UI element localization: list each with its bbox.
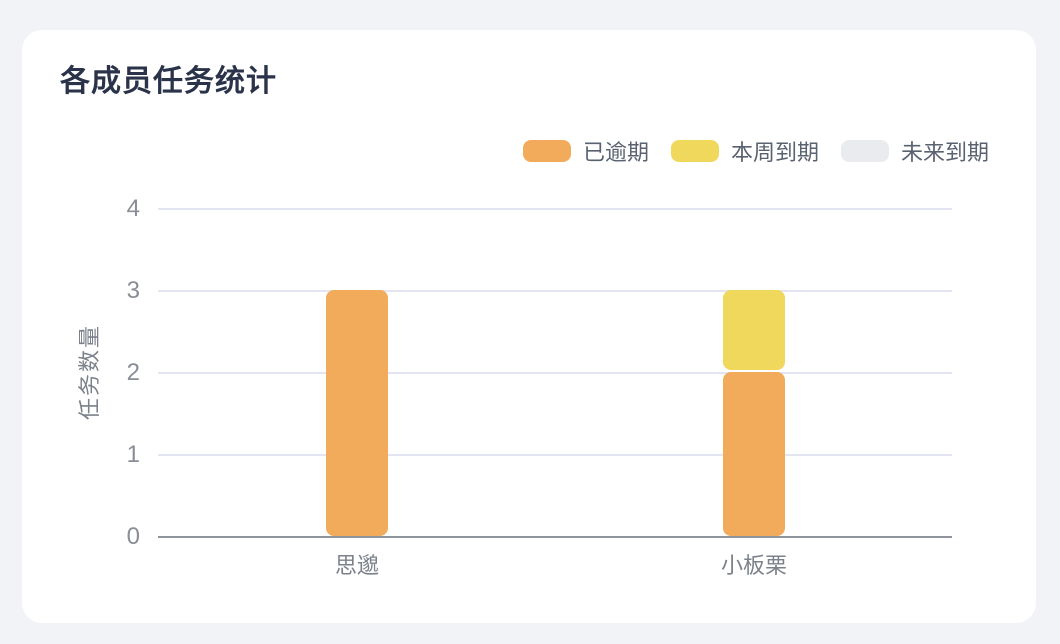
y-tick-label: 3	[126, 277, 140, 304]
chart-card: 各成员任务统计 已逾期 本周到期 未来到期 任务数量 0 1 2 3 4 思邈 小板栗	[22, 30, 1036, 623]
x-axis-line	[158, 536, 952, 538]
legend-item-due-this-week[interactable]: 本周到期	[670, 135, 819, 167]
gridline	[158, 372, 952, 374]
x-category-label: 小板栗	[720, 553, 787, 578]
chart-legend: 已逾期 本周到期 未来到期	[522, 135, 989, 167]
x-category-label: 思邈	[334, 553, 379, 578]
bar-segment-思邈-已逾期[interactable]	[326, 290, 388, 536]
y-tick-label: 0	[126, 523, 140, 550]
gridline	[158, 208, 952, 210]
legend-label-overdue: 已逾期	[582, 140, 649, 165]
y-tick-label: 2	[126, 359, 140, 386]
legend-swatch-due-this-week-icon	[670, 140, 719, 162]
y-tick-label: 1	[126, 441, 140, 468]
legend-swatch-overdue-icon	[522, 140, 571, 162]
y-tick-label: 4	[126, 195, 140, 222]
legend-label-future-due: 未来到期	[900, 140, 989, 165]
bar-segment-小板栗-已逾期[interactable]	[723, 372, 785, 536]
chart-title: 各成员任务统计	[60, 65, 277, 98]
legend-swatch-future-due-icon	[840, 140, 889, 162]
chart-plot: 0 1 2 3 4 思邈 小板栗	[22, 30, 1036, 623]
legend-item-future-due[interactable]: 未来到期	[840, 135, 989, 167]
gridline	[158, 454, 952, 456]
legend-item-overdue[interactable]: 已逾期	[522, 135, 649, 167]
gridline	[158, 290, 952, 292]
bar-segment-小板栗-本周到期[interactable]	[723, 290, 785, 370]
legend-label-due-this-week: 本周到期	[730, 140, 819, 165]
